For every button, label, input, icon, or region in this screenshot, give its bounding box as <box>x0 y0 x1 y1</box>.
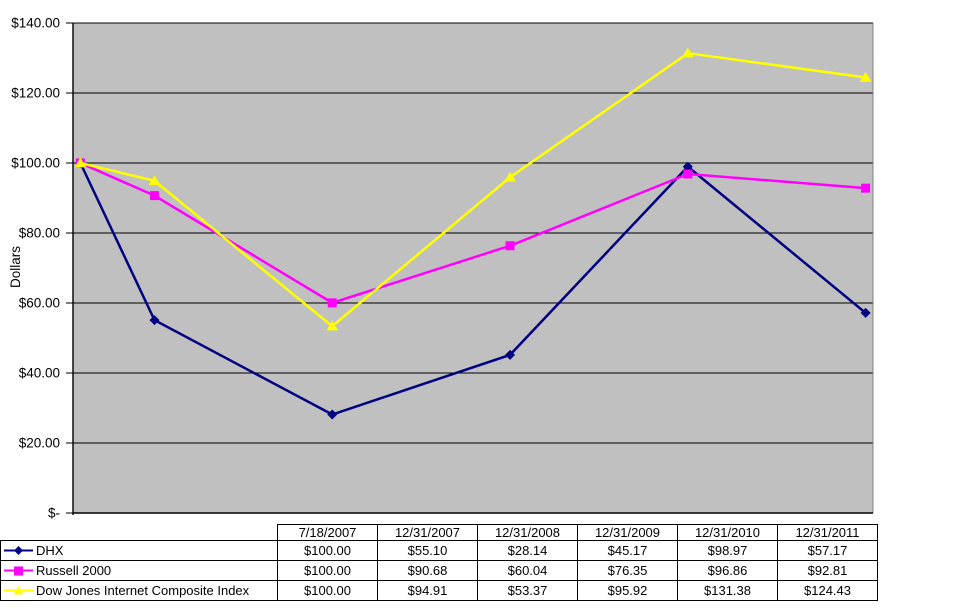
y-tick-label: $40.00 <box>19 366 60 381</box>
series-marker-dhx <box>505 349 516 360</box>
series-line-russell-2000 <box>79 161 866 305</box>
series-marker-russell-2000 <box>149 191 159 201</box>
table-value-cell: $95.92 <box>577 580 678 601</box>
table-row-russell-2000: Russell 2000 $100.00 $90.68 $60.04 $76.35 $96… <box>0 560 878 581</box>
column-header-date: 12/31/2010 <box>677 524 778 541</box>
y-tick-label: $80.00 <box>19 226 60 241</box>
legend-entry: Russell 2000 <box>2 562 277 580</box>
y-tick-label: $140.00 <box>11 16 60 31</box>
series-marker-dow-jones-internet-composite-index <box>74 157 87 168</box>
series-legend-cell: Russell 2000 <box>0 560 278 581</box>
table-value-cell: $57.17 <box>777 540 878 561</box>
table-value-cell: $53.37 <box>477 580 578 601</box>
series-marker-dow-jones-internet-composite-index <box>148 175 161 186</box>
y-tick-label: $- <box>48 506 60 521</box>
legend-key-diamond-icon <box>4 546 33 555</box>
y-tick-label: $120.00 <box>11 86 60 101</box>
column-header-date: 12/31/2009 <box>577 524 678 541</box>
series-marker-dhx <box>682 161 693 172</box>
series-name-label: Russell 2000 <box>36 563 112 578</box>
plot-area <box>73 23 873 513</box>
column-header-date: 12/31/2011 <box>777 524 878 541</box>
series-name-label: DHX <box>36 543 64 558</box>
table-value-cell: $92.81 <box>777 560 878 581</box>
legend-entry: Dow Jones Internet Composite Index <box>2 582 277 600</box>
series-marker-dhx <box>327 409 338 420</box>
table-value-cell: $96.86 <box>677 560 778 581</box>
legend-key-triangle-icon <box>4 586 33 595</box>
series-marker-dow-jones-internet-composite-index <box>859 71 872 82</box>
series-name-label: Dow Jones Internet Composite Index <box>36 583 250 598</box>
series-marker-russell-2000 <box>327 298 337 308</box>
column-header-date: 12/31/2008 <box>477 524 578 541</box>
data-table: 7/18/2007 12/31/2007 12/31/2008 12/31/2009 1… <box>0 524 878 601</box>
series-marker-dow-jones-internet-composite-index <box>504 171 516 182</box>
table-value-cell: $45.17 <box>577 540 678 561</box>
table-value-cell: $76.35 <box>577 560 678 581</box>
series-legend-cell: Dow Jones Internet Composite Index <box>0 580 278 601</box>
table-header-row: 7/18/2007 12/31/2007 12/31/2008 12/31/2009 1… <box>1 524 878 541</box>
series-line-dow-jones-internet-composite-index <box>80 51 866 328</box>
column-header-date: 12/31/2007 <box>377 524 478 541</box>
series-marker-russell-2000 <box>861 183 871 193</box>
column-header-date: 7/18/2007 <box>277 524 378 541</box>
series-marker-russell-2000 <box>683 169 693 179</box>
series-marker-dhx <box>860 307 871 318</box>
table-row-dow-jones-internet-composite-index: Dow Jones Internet Composite Index $100.0… <box>0 580 878 601</box>
table-value-cell: $131.38 <box>677 580 778 601</box>
y-tick-label: $20.00 <box>19 436 60 451</box>
table-row-dhx: DHX $100.00 $55.10 $28.14 $45.17 $98.97 $57.17 <box>0 540 878 561</box>
table-value-cell: $98.97 <box>677 540 778 561</box>
y-tick-label: $60.00 <box>19 296 60 311</box>
table-value-cell: $100.00 <box>277 540 378 561</box>
table-corner-cell <box>1 525 278 541</box>
series-marker-dow-jones-internet-composite-index <box>326 320 339 331</box>
table-value-cell: $28.14 <box>477 540 578 561</box>
table-value-cell: $90.68 <box>377 560 478 581</box>
y-tick-label: $100.00 <box>11 156 60 171</box>
table-value-cell: $60.04 <box>477 560 578 581</box>
series-line-dhx <box>79 162 867 416</box>
table-value-cell: $100.00 <box>277 560 378 581</box>
legend-key-square-icon <box>4 566 33 576</box>
legend-entry: DHX <box>2 542 277 560</box>
series-legend-cell: DHX <box>0 540 278 561</box>
series-marker-russell-2000 <box>505 241 515 251</box>
table-value-cell: $94.91 <box>377 580 478 601</box>
table-value-cell: $124.43 <box>777 580 878 601</box>
series-marker-dhx <box>149 315 160 326</box>
table-value-cell: $100.00 <box>277 580 378 601</box>
table-value-cell: $55.10 <box>377 540 478 561</box>
series-marker-dow-jones-internet-composite-index <box>682 47 694 58</box>
y-axis-title: Dollars <box>8 246 23 288</box>
